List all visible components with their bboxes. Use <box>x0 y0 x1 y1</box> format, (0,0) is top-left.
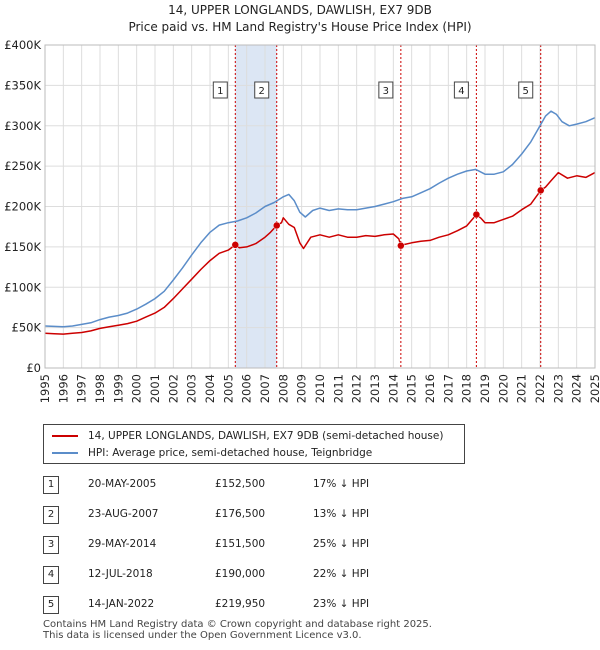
sale-number-badge: 5 <box>43 596 59 614</box>
sale-row: 2 23-AUG-2007 £176,500 13% ↓ HPI <box>0 506 600 526</box>
sale-price: £219,950 <box>215 598 266 610</box>
sale-date: 12-JUL-2018 <box>88 568 153 580</box>
legend-swatch-hpi <box>52 452 78 454</box>
x-tick-label: 2000 <box>130 374 144 403</box>
x-tick-label: 2017 <box>441 374 455 403</box>
x-tick-label: 2022 <box>533 374 547 403</box>
sale-number-box <box>254 81 270 99</box>
sale-date: 29-MAY-2014 <box>88 538 157 550</box>
sale-price: £152,500 <box>215 478 266 490</box>
x-tick-label: 2019 <box>478 374 492 403</box>
y-tick-label: £400K <box>4 38 41 52</box>
sale-hpi-diff: 23% ↓ HPI <box>313 598 370 610</box>
price-chart: 14, UPPER LONGLANDS, DAWLISH, EX7 9DB Pr… <box>4 3 600 403</box>
sale-number-box <box>453 81 469 99</box>
y-tick-label: £250K <box>4 159 41 173</box>
x-tick-label: 2015 <box>405 374 419 403</box>
legend-label-property: 14, UPPER LONGLANDS, DAWLISH, EX7 9DB (s… <box>88 430 444 442</box>
sale-number-box <box>518 81 534 99</box>
x-tick-label: 2012 <box>350 374 364 403</box>
sale-hpi-diff: 17% ↓ HPI <box>313 478 370 490</box>
sale-number-badge: 2 <box>43 506 59 524</box>
sale-hpi-diff: 25% ↓ HPI <box>313 538 370 550</box>
x-tick-label: 1995 <box>38 374 52 403</box>
sale-number-badge: 1 <box>43 476 59 494</box>
x-tick-label: 2001 <box>148 374 162 403</box>
hpi-line <box>44 110 596 328</box>
chart-title: 14, UPPER LONGLANDS, DAWLISH, EX7 9DB <box>168 3 432 17</box>
sale-number-label: 3 <box>383 86 389 97</box>
chart-legend: 14, UPPER LONGLANDS, DAWLISH, EX7 9DB (s… <box>43 424 465 464</box>
y-tick-label: £200K <box>4 200 41 214</box>
x-tick-label: 2002 <box>166 374 180 403</box>
legend-item-hpi: HPI: Average price, semi-detached house,… <box>52 445 372 461</box>
sale-price: £190,000 <box>215 568 266 580</box>
property-price-line <box>44 171 596 335</box>
x-tick-label: 2025 <box>588 374 600 403</box>
sale-number-badge: 4 <box>43 566 59 584</box>
y-tick-label: £50K <box>12 321 42 335</box>
sale-row: 3 29-MAY-2014 £151,500 25% ↓ HPI <box>0 536 600 556</box>
x-tick-label: 1996 <box>56 374 70 403</box>
sale-point <box>536 186 545 195</box>
sale-number-box <box>212 81 228 99</box>
sale-date: 20-MAY-2005 <box>88 478 157 490</box>
x-tick-label: 2003 <box>185 374 199 403</box>
x-tick-label: 2008 <box>276 374 290 403</box>
sale-hpi-diff: 13% ↓ HPI <box>313 508 370 520</box>
sale-number-box <box>378 81 394 99</box>
sale-number-label: 4 <box>458 86 464 97</box>
sale-number-label: 5 <box>523 86 529 97</box>
y-tick-label: £350K <box>4 78 41 92</box>
plot-frame <box>44 44 596 369</box>
x-tick-label: 2018 <box>460 374 474 403</box>
x-tick-label: 2021 <box>515 374 529 403</box>
sale-point <box>397 241 405 250</box>
sale-row: 4 12-JUL-2018 £190,000 22% ↓ HPI <box>0 566 600 586</box>
y-tick-label: £150K <box>4 240 41 254</box>
sale-price: £176,500 <box>215 508 266 520</box>
x-tick-label: 1998 <box>93 374 107 403</box>
sale-number-label: 2 <box>259 86 265 97</box>
x-tick-label: 1997 <box>75 374 89 403</box>
sale-point <box>472 210 481 219</box>
x-tick-label: 2010 <box>313 374 327 403</box>
sale-point <box>272 221 281 230</box>
x-tick-label: 2011 <box>331 374 345 403</box>
sale-row: 1 20-MAY-2005 £152,500 17% ↓ HPI <box>0 476 600 496</box>
footer-copyright: Contains HM Land Registry data © Crown c… <box>43 619 432 630</box>
legend-label-hpi: HPI: Average price, semi-detached house,… <box>88 447 373 459</box>
x-tick-label: 2004 <box>203 374 217 403</box>
chart-subtitle: Price paid vs. HM Land Registry's House … <box>128 20 471 34</box>
legend-item-property: 14, UPPER LONGLANDS, DAWLISH, EX7 9DB (s… <box>52 428 443 444</box>
sale-point <box>231 241 240 249</box>
legend-swatch-property <box>52 435 78 437</box>
x-tick-label: 1999 <box>111 374 125 403</box>
x-tick-label: 2013 <box>368 374 382 403</box>
y-tick-label: £0 <box>26 361 41 375</box>
x-tick-label: 2007 <box>258 374 272 403</box>
sale-hpi-diff: 22% ↓ HPI <box>313 568 370 580</box>
sale-date: 23-AUG-2007 <box>88 508 159 520</box>
sale-price: £151,500 <box>215 538 266 550</box>
x-tick-label: 2024 <box>570 374 584 403</box>
y-tick-label: £300K <box>4 119 41 133</box>
x-tick-label: 2016 <box>423 374 437 403</box>
footer-attribution: Contains HM Land Registry data © Crown c… <box>43 619 432 641</box>
sale-date: 14-JAN-2022 <box>88 598 155 610</box>
x-tick-label: 2009 <box>295 374 309 403</box>
sale-number-badge: 3 <box>43 536 59 554</box>
footer-licence: This data is licensed under the Open Gov… <box>43 630 362 641</box>
x-tick-label: 2020 <box>496 374 510 403</box>
x-tick-label: 2005 <box>221 374 235 403</box>
sale-number-label: 1 <box>217 86 223 97</box>
x-tick-label: 2014 <box>386 374 400 403</box>
x-tick-label: 2023 <box>551 374 565 403</box>
y-tick-label: £100K <box>4 280 41 294</box>
sale-row: 5 14-JAN-2022 £219,950 23% ↓ HPI <box>0 596 600 616</box>
x-tick-label: 2006 <box>240 374 254 403</box>
